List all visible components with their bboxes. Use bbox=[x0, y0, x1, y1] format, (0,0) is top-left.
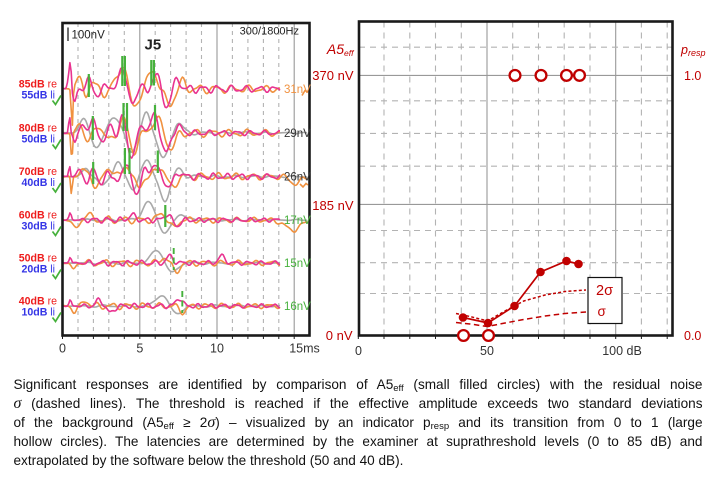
svg-text:1.0: 1.0 bbox=[684, 69, 701, 83]
svg-text:29nV: 29nV bbox=[284, 128, 311, 140]
svg-text:26nV: 26nV bbox=[284, 172, 311, 184]
svg-text:60dB re: 60dB re bbox=[19, 210, 57, 222]
svg-text:0.0: 0.0 bbox=[684, 329, 701, 343]
svg-text:5: 5 bbox=[136, 342, 143, 356]
svg-text:31nV: 31nV bbox=[284, 84, 311, 96]
svg-text:0: 0 bbox=[355, 344, 362, 358]
svg-text:85dB re: 85dB re bbox=[19, 79, 57, 91]
svg-text:70dB re: 70dB re bbox=[19, 166, 57, 178]
svg-text:10: 10 bbox=[210, 342, 224, 356]
svg-text:100 dB: 100 dB bbox=[602, 344, 642, 358]
svg-text:185 nV: 185 nV bbox=[312, 198, 354, 213]
svg-text:300/1800Hz: 300/1800Hz bbox=[240, 26, 299, 38]
svg-text:50dB re: 50dB re bbox=[19, 253, 57, 265]
svg-text:0: 0 bbox=[59, 342, 66, 356]
svg-text:100nV: 100nV bbox=[72, 30, 106, 42]
svg-text:10dB li: 10dB li bbox=[21, 307, 55, 319]
svg-text:15nV: 15nV bbox=[284, 258, 311, 270]
svg-text:50dB li: 50dB li bbox=[21, 134, 55, 146]
svg-text:J5: J5 bbox=[145, 37, 162, 54]
svg-text:30dB li: 30dB li bbox=[21, 221, 55, 233]
svg-text:50: 50 bbox=[480, 344, 494, 358]
svg-text:40dB re: 40dB re bbox=[19, 296, 57, 308]
svg-text:σ: σ bbox=[598, 304, 607, 319]
svg-text:presp: presp bbox=[680, 43, 705, 58]
svg-text:15ms: 15ms bbox=[289, 342, 320, 356]
svg-text:20dB li: 20dB li bbox=[21, 264, 55, 276]
svg-text:55dB li: 55dB li bbox=[21, 90, 55, 102]
svg-text:17nV: 17nV bbox=[284, 215, 311, 227]
svg-text:16nV: 16nV bbox=[284, 301, 311, 313]
svg-text:80dB re: 80dB re bbox=[19, 123, 57, 135]
svg-text:2σ: 2σ bbox=[596, 283, 613, 299]
svg-text:A5eff: A5eff bbox=[326, 41, 355, 58]
svg-text:40dB li: 40dB li bbox=[21, 177, 55, 189]
svg-text:370 nV: 370 nV bbox=[312, 68, 354, 83]
svg-text:0 nV: 0 nV bbox=[326, 328, 353, 343]
